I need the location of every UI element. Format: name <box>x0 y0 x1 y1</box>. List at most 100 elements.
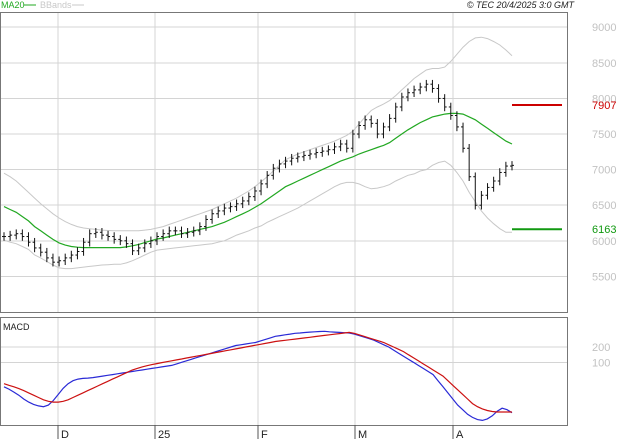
price-bar <box>99 227 104 240</box>
price-bar <box>222 203 227 216</box>
price-bar <box>38 243 43 257</box>
price-bar <box>430 79 435 93</box>
bbands-legend-label: BBands <box>40 0 72 10</box>
price-bar <box>142 239 147 253</box>
ma20-line <box>3 112 513 249</box>
price-bar <box>57 256 62 267</box>
price-bar <box>252 186 257 201</box>
price-panel-frame <box>0 12 568 313</box>
price-bar <box>277 159 282 173</box>
price-bar <box>314 148 319 159</box>
y-axis-ticks: 5500 6000 6500 7000 7500 8000 8500 9000 100 200 <box>592 22 616 369</box>
price-bar <box>320 146 325 157</box>
macd-series <box>3 330 513 422</box>
price-y-tick-label: 8000 <box>592 93 616 105</box>
price-bar <box>301 151 306 162</box>
price-y-tick-label: 7500 <box>592 129 616 141</box>
price-level-label: 7907 <box>592 100 616 112</box>
price-bar <box>124 236 129 248</box>
price-bar <box>112 232 117 244</box>
price-bar <box>136 243 141 256</box>
price-bar <box>375 119 380 139</box>
price-bar <box>399 92 404 112</box>
x-tick-label: A <box>456 429 464 440</box>
price-bar <box>81 237 86 256</box>
price-bar <box>485 183 490 200</box>
price-bar <box>2 232 6 241</box>
price-bar <box>8 230 13 241</box>
credit-text: © TEC 20/4/2025 3:0 GMT <box>467 0 576 10</box>
price-y-tick-label: 6000 <box>592 236 616 248</box>
price-bar <box>148 236 153 248</box>
price-bar <box>381 122 386 139</box>
price-bar <box>246 192 251 206</box>
macd-line <box>3 330 513 422</box>
price-bar <box>344 139 349 153</box>
price-bar <box>393 102 398 123</box>
price-bar <box>418 82 423 95</box>
price-bar <box>308 149 313 160</box>
macd-title: MACD <box>3 322 30 332</box>
price-bar <box>356 121 361 139</box>
price-bar <box>185 227 190 238</box>
price-bar <box>467 143 472 182</box>
price-y-tick-label: 9000 <box>592 22 616 34</box>
price-bar <box>338 139 343 152</box>
price-bar <box>461 122 466 153</box>
price-bar <box>210 209 215 224</box>
price-bar <box>442 94 447 112</box>
price-y-tick-label: 6500 <box>592 200 616 212</box>
price-bar <box>118 235 123 246</box>
price-bar <box>350 129 355 153</box>
price-y-tick-label: 5500 <box>592 271 616 283</box>
price-bar <box>289 153 294 166</box>
x-tick-label: 25 <box>158 429 170 440</box>
price-bar <box>283 156 288 169</box>
price-bar <box>259 179 264 196</box>
price-bar <box>271 163 276 180</box>
macd-signal-line <box>3 331 512 413</box>
macd-gridlines <box>1 346 567 363</box>
price-bar <box>203 215 208 231</box>
price-bar <box>448 102 453 120</box>
price-bar <box>240 196 245 209</box>
price-bar <box>50 253 55 267</box>
price-bar <box>216 206 221 219</box>
price-y-tick-label: 8500 <box>592 58 616 70</box>
x-axis-ticks: D 25 F M A <box>57 425 464 440</box>
price-bar <box>479 190 484 210</box>
price-bar <box>197 222 202 236</box>
price-bar <box>265 171 270 189</box>
price-bar <box>130 239 135 256</box>
price-bar <box>14 229 19 240</box>
x-tick-label: F <box>261 429 268 440</box>
price-bar <box>510 161 514 171</box>
bbands-upper-line <box>3 36 513 232</box>
macd-y-tick-label: 100 <box>592 357 610 369</box>
price-bar <box>424 79 429 92</box>
price-bar <box>44 247 49 263</box>
price-gridlines <box>1 26 567 277</box>
x-tick-label: M <box>358 429 367 440</box>
price-bar <box>69 250 74 263</box>
price-bar <box>234 199 239 211</box>
price-bar <box>497 168 502 186</box>
price-bar <box>436 84 441 103</box>
price-bar <box>503 161 508 177</box>
price-y-tick-label: 7000 <box>592 165 616 177</box>
price-bar <box>161 229 166 241</box>
x-gridlines <box>57 13 454 425</box>
price-bar <box>26 232 31 247</box>
price-bar <box>155 232 160 246</box>
price-bar <box>491 176 496 192</box>
price-bar <box>454 111 459 132</box>
price-bar <box>412 85 417 98</box>
bbands-lower-line <box>3 160 512 270</box>
price-bar <box>93 227 98 238</box>
price-bar <box>106 230 111 241</box>
price-bar <box>63 253 68 266</box>
macd-y-tick-label: 200 <box>592 342 610 354</box>
price-bar <box>387 114 392 132</box>
price-bar <box>20 229 25 241</box>
price-bar <box>87 229 92 247</box>
